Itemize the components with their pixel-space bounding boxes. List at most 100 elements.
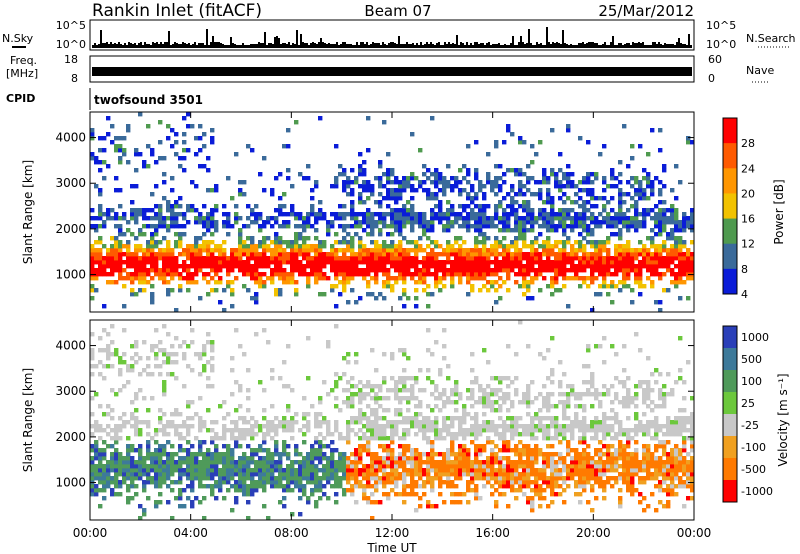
heatmap-cell <box>502 196 507 201</box>
heatmap-cell <box>414 288 419 293</box>
heatmap-cell <box>230 392 235 397</box>
heatmap-cell <box>638 248 643 253</box>
heatmap-cell <box>314 184 319 189</box>
noise-bar <box>350 44 352 48</box>
heatmap-cell <box>174 140 179 145</box>
heatmap-cell <box>126 124 131 129</box>
heatmap-cell <box>670 256 675 261</box>
heatmap-cell <box>382 480 387 485</box>
heatmap-cell <box>546 236 551 241</box>
heatmap-cell <box>434 436 439 441</box>
noise-bar <box>152 42 154 48</box>
heatmap-cell <box>586 228 591 233</box>
heatmap-cell <box>94 440 99 445</box>
heatmap-cell <box>490 188 495 193</box>
heatmap-cell <box>338 436 343 441</box>
heatmap-cell <box>634 192 639 197</box>
heatmap-cell <box>258 212 263 217</box>
heatmap-cell <box>110 272 115 277</box>
heatmap-cell <box>474 444 479 449</box>
heatmap-cell <box>666 236 671 241</box>
heatmap-cell <box>134 252 139 257</box>
heatmap-cell <box>358 484 363 489</box>
heatmap-cell <box>298 244 303 249</box>
heatmap-cell <box>266 256 271 261</box>
heatmap-cell <box>198 468 203 473</box>
heatmap-cell <box>414 468 419 473</box>
heatmap-cell <box>514 444 519 449</box>
heatmap-cell <box>102 244 107 249</box>
heatmap-cell <box>266 516 271 521</box>
heatmap-cell <box>170 272 175 277</box>
heatmap-cell <box>242 436 247 441</box>
heatmap-cell <box>418 268 423 273</box>
heatmap-cell <box>342 288 347 293</box>
heatmap-cell <box>494 264 499 269</box>
heatmap-cell <box>366 268 371 273</box>
heatmap-cell <box>506 252 511 257</box>
heatmap-cell <box>94 272 99 277</box>
heatmap-cell <box>186 220 191 225</box>
heatmap-cell <box>394 392 399 397</box>
heatmap-cell <box>482 216 487 221</box>
heatmap-cell <box>142 472 147 477</box>
heatmap-cell <box>474 140 479 145</box>
heatmap-cell <box>654 248 659 253</box>
heatmap-cell <box>530 468 535 473</box>
heatmap-cell <box>382 376 387 381</box>
heatmap-cell <box>406 200 411 205</box>
heatmap-cell <box>354 224 359 229</box>
heatmap-cell <box>266 340 271 345</box>
heatmap-cell <box>210 140 215 145</box>
heatmap-cell <box>166 432 171 437</box>
heatmap-cell <box>498 176 503 181</box>
heatmap-cell <box>430 428 435 433</box>
heatmap-cell <box>622 284 627 289</box>
heatmap-cell <box>318 240 323 245</box>
heatmap-cell <box>114 448 119 453</box>
heatmap-cell <box>646 276 651 281</box>
heatmap-cell <box>130 216 135 221</box>
noise-bar <box>388 43 390 48</box>
heatmap-cell <box>634 276 639 281</box>
heatmap-cell <box>678 244 683 249</box>
heatmap-cell <box>394 412 399 417</box>
heatmap-cell <box>266 468 271 473</box>
heatmap-cell <box>486 236 491 241</box>
heatmap-cell <box>498 204 503 209</box>
heatmap-cell <box>274 480 279 485</box>
heatmap-cell <box>306 472 311 477</box>
heatmap-cell <box>478 204 483 209</box>
heatmap-cell <box>330 468 335 473</box>
heatmap-cell <box>558 184 563 189</box>
heatmap-cell <box>190 260 195 265</box>
heatmap-cell <box>226 256 231 261</box>
heatmap-cell <box>678 268 683 273</box>
heatmap-cell <box>522 140 527 145</box>
heatmap-cell <box>194 468 199 473</box>
heatmap-cell <box>166 272 171 277</box>
heatmap-cell <box>518 460 523 465</box>
heatmap-cell <box>478 448 483 453</box>
heatmap-cell <box>178 468 183 473</box>
heatmap-cell <box>382 352 387 357</box>
heatmap-cell <box>422 288 427 293</box>
heatmap-cell <box>362 188 367 193</box>
noise-bar <box>528 29 530 48</box>
heatmap-cell <box>158 220 163 225</box>
heatmap-cell <box>522 400 527 405</box>
heatmap-cell <box>614 212 619 217</box>
heatmap-cell <box>566 124 571 129</box>
heatmap-cell <box>274 432 279 437</box>
heatmap-cell <box>306 280 311 285</box>
heatmap-cell <box>238 436 243 441</box>
heatmap-cell <box>114 484 119 489</box>
heatmap-cell <box>690 224 695 229</box>
heatmap-cell <box>402 476 407 481</box>
heatmap-cell <box>158 216 163 221</box>
heatmap-cell <box>518 216 523 221</box>
heatmap-cell <box>474 428 479 433</box>
heatmap-cell <box>438 464 443 469</box>
heatmap-cell <box>230 472 235 477</box>
heatmap-cell <box>294 236 299 241</box>
